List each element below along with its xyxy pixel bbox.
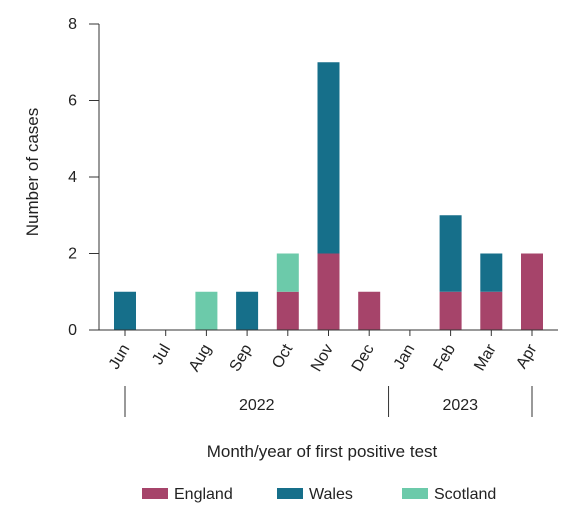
bar-wales-jun <box>114 291 136 330</box>
y-axis: 0 2 4 6 8 <box>68 16 100 339</box>
bar-england-dec <box>358 291 381 330</box>
bar-england-oct <box>276 291 299 330</box>
legend-label-scotland: Scotland <box>434 486 496 503</box>
year-label: 2023 <box>442 397 478 414</box>
y-tick-label: 6 <box>68 93 77 110</box>
bar-wales-feb <box>439 215 462 292</box>
bar-england-apr <box>521 253 543 330</box>
x-tick-label: Oct <box>269 341 296 372</box>
x-tick-label: Apr <box>513 341 541 372</box>
y-tick-label: 4 <box>68 169 77 186</box>
bar-england-nov <box>317 253 340 330</box>
x-tick-label: Jul <box>149 342 174 368</box>
year-groups: 2022 2023 <box>124 386 533 417</box>
x-tick-label: Aug <box>186 342 215 375</box>
y-tick-label: 0 <box>68 322 77 339</box>
x-tick-label: Sep <box>227 341 256 374</box>
legend-swatch-wales <box>277 488 303 499</box>
x-tick-label: Jun <box>106 342 134 373</box>
legend-label-wales: Wales <box>309 486 353 503</box>
x-axis-title: Month/year of first positive test <box>207 442 438 461</box>
y-tick-label: 8 <box>68 16 77 33</box>
bar-wales-nov <box>317 62 340 254</box>
x-tick-label: Dec <box>349 342 378 375</box>
legend: England Wales Scotland <box>142 486 496 503</box>
bar-scotland-aug <box>195 291 218 330</box>
bar-wales-mar <box>480 253 503 292</box>
bar-scotland-oct <box>276 253 299 292</box>
x-tick-label: Feb <box>431 341 460 373</box>
y-axis-title: Number of cases <box>23 108 42 237</box>
bar-wales-sep <box>236 291 259 330</box>
bar-england-mar <box>480 291 503 330</box>
bars <box>114 62 543 330</box>
x-tick-label: Nov <box>308 342 337 375</box>
x-tick-label: Mar <box>471 341 500 374</box>
x-tick-label: Jan <box>391 342 419 373</box>
legend-label-england: England <box>174 486 233 503</box>
year-label: 2022 <box>239 397 275 414</box>
x-axis: Jun Jul Aug Sep Oct Nov Dec Jan Feb Mar Apr <box>99 329 558 375</box>
y-tick-label: 2 <box>68 246 77 263</box>
legend-swatch-scotland <box>402 488 428 499</box>
legend-swatch-england <box>142 488 168 499</box>
bar-england-feb <box>439 291 462 330</box>
